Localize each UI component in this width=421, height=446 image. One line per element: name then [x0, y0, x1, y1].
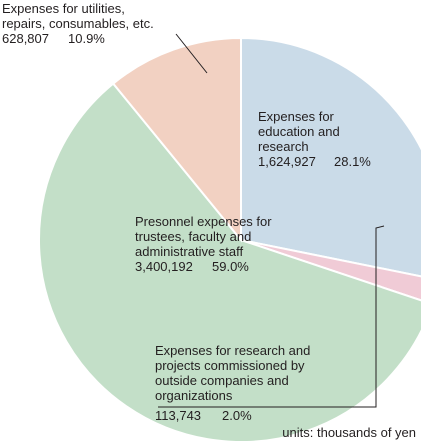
slice-label-line: Expenses for utilities, — [2, 1, 125, 16]
slice-label-line: trustees, faculty and — [135, 229, 251, 244]
slice-label-line: Presonnel expenses for — [135, 214, 272, 229]
slice-label-line: education and — [258, 124, 340, 139]
slice-percent: 28.1% — [334, 154, 371, 169]
slice-label-line: research — [258, 139, 309, 154]
pie-slices — [38, 36, 421, 443]
slice-label-line: Expenses for — [258, 109, 335, 124]
slice-value: 628,807 — [2, 31, 49, 46]
slice-label-line: administrative staff — [135, 244, 244, 259]
slice-value: 1,624,927 — [258, 154, 316, 169]
slice-value: 113,743 — [155, 408, 201, 423]
pie-slice-utilities — [111, 36, 242, 243]
pie-slice-education — [240, 36, 421, 278]
slice-label-line: Expenses for research and — [155, 343, 310, 358]
slice-percent: 59.0% — [212, 259, 249, 274]
slice-value: 3,400,192 — [135, 259, 193, 274]
slice-percent: 10.9% — [68, 31, 105, 46]
slice-label-line: repairs, consumables, etc. — [2, 16, 154, 31]
slice-percent: 2.0% — [222, 408, 252, 423]
slice-label-line: projects commissioned by — [155, 358, 305, 373]
slice-label-line: organizations — [155, 388, 233, 403]
leader-lines — [158, 33, 385, 408]
pie-slice-personnel — [38, 82, 421, 443]
leader-line-commissioned — [158, 225, 385, 408]
leader-line-utilities — [175, 33, 208, 74]
slice-label-line: outside companies and — [155, 373, 289, 388]
slice-label-utilities: Expenses for utilities,repairs, consumab… — [2, 1, 154, 46]
unit-note: units: thousands of yen — [282, 425, 416, 440]
